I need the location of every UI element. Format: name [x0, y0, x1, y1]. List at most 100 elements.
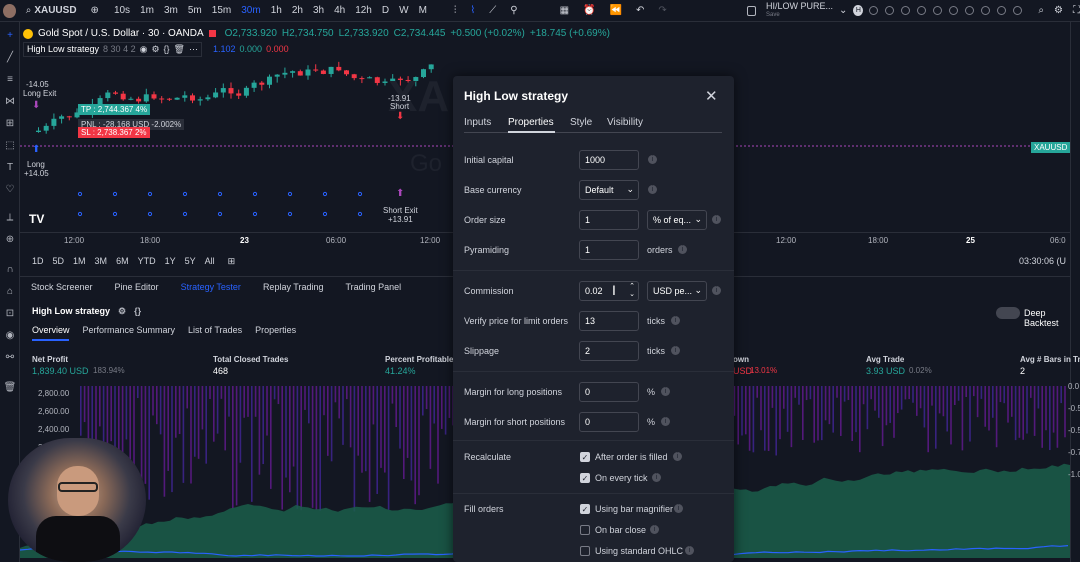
avatar[interactable] [3, 3, 16, 18]
panel-tab-replay-trading[interactable]: Replay Trading [262, 281, 324, 292]
tab-properties[interactable]: Properties [508, 117, 554, 128]
lock-draw-icon[interactable]: ⌂ [6, 286, 14, 297]
range-1D[interactable]: 1D [32, 256, 44, 266]
ruler-icon[interactable]: ⟂ [6, 212, 14, 223]
panel-tab-trading-panel[interactable]: Trading Panel [345, 281, 402, 292]
commission-input[interactable]: 0.02 I ⌃ ⌄ [579, 281, 639, 301]
redo-icon[interactable]: ↷ [658, 5, 667, 16]
indicators-icon[interactable]: ⫶ [453, 5, 457, 16]
range-All[interactable]: All [204, 256, 215, 266]
panel-tab-pine-editor[interactable]: Pine Editor [114, 281, 159, 292]
clock-time[interactable]: 03:30:06 (U [1018, 256, 1066, 266]
margin-short-input[interactable]: 0 [579, 412, 639, 432]
trendline-icon[interactable]: ╱ [6, 52, 14, 63]
shape-icon[interactable]: ⬚ [5, 140, 15, 151]
timeframe-10s[interactable]: 10s [113, 5, 131, 16]
slippage-input[interactable]: 2 [579, 341, 639, 361]
settings-icon[interactable]: ⚙ [151, 44, 160, 54]
text-icon[interactable]: T [6, 162, 14, 173]
after-order-filled-checkbox[interactable]: ✓ [580, 452, 590, 462]
toolbar-circle-icon[interactable] [965, 6, 975, 15]
symbol-search[interactable]: XAUUSD [34, 5, 77, 16]
range-6M[interactable]: 6M [116, 256, 129, 266]
timeframe-12h[interactable]: 12h [355, 5, 372, 16]
toolbar-circle-icon[interactable] [981, 6, 991, 15]
tab-style[interactable]: Style [570, 117, 593, 128]
zoom-icon[interactable]: ⊕ [5, 234, 15, 245]
timeframe-5m[interactable]: 5m [187, 5, 202, 16]
line-chart-icon[interactable]: ⟋ [489, 5, 497, 16]
subtab-performance-summary[interactable]: Performance Summary [82, 325, 176, 335]
range-YTD[interactable]: YTD [137, 256, 156, 266]
toolbar-circle-icon[interactable] [885, 6, 895, 15]
compare-icon[interactable]: ⚲ [510, 5, 518, 16]
timeframe-M[interactable]: M [418, 5, 427, 16]
commission-unit-select[interactable]: USD pe... ⌄ [647, 281, 707, 301]
initial-capital-input[interactable]: 1000 [579, 150, 639, 170]
range-1M[interactable]: 1M [73, 256, 86, 266]
range-5Y[interactable]: 5Y [184, 256, 196, 266]
subtab-properties[interactable]: Properties [255, 325, 297, 335]
info-icon[interactable]: i [652, 473, 661, 482]
chart-title[interactable]: Gold Spot / U.S. Dollar · 30 · OANDA [38, 28, 204, 39]
search-icon[interactable]: ⌕ [1038, 5, 1045, 16]
panel-tab-strategy-tester[interactable]: Strategy Tester [180, 281, 241, 292]
crosshair-icon[interactable]: + [7, 30, 13, 41]
calendar-icon[interactable]: ⊞ [227, 255, 236, 266]
info-icon[interactable]: i [648, 185, 657, 194]
chart-type-icon[interactable]: ⌇ [470, 5, 476, 16]
more-icon[interactable]: ⋯ [188, 44, 198, 54]
timeframe-D[interactable]: D [381, 5, 390, 16]
trash-icon[interactable]: 🗑 [3, 382, 17, 393]
tab-visibility[interactable]: Visibility [607, 117, 643, 128]
info-icon[interactable]: i [671, 316, 680, 325]
subtab-list-of-trades[interactable]: List of Trades [188, 325, 243, 335]
h-circle-icon[interactable]: H [853, 5, 864, 16]
tab-inputs[interactable]: Inputs [464, 117, 492, 128]
price-axis[interactable] [1070, 22, 1080, 562]
deep-backtest-toggle[interactable] [996, 307, 1020, 319]
delete-icon[interactable]: 🗑 [173, 44, 185, 54]
info-icon[interactable]: i [685, 546, 694, 555]
search-icon[interactable]: ⌕ [25, 5, 32, 16]
timeframe-3h[interactable]: 3h [312, 5, 325, 16]
subtab-overview[interactable]: Overview [32, 325, 70, 335]
source-code-icon[interactable]: {} [134, 306, 142, 316]
toolbar-circle-icon[interactable] [917, 6, 927, 15]
undo-icon[interactable]: ↶ [635, 5, 645, 16]
lock-icon[interactable]: ⊡ [5, 308, 15, 319]
info-icon[interactable]: i [678, 245, 687, 254]
order-size-input[interactable]: 1 [579, 210, 639, 230]
order-size-unit-select[interactable]: % of eq... ⌄ [647, 210, 707, 230]
toolbar-circle-icon[interactable] [1013, 6, 1023, 15]
script-title[interactable]: HI/LOW PURE... Save [766, 0, 834, 18]
toolbar-circle-icon[interactable] [933, 6, 943, 15]
templates-icon[interactable]: ▦ [559, 5, 570, 16]
link-icon[interactable]: ⚯ [5, 352, 15, 363]
toolbar-circle-icon[interactable] [997, 6, 1007, 15]
info-icon[interactable]: i [648, 155, 657, 164]
timeframe-W[interactable]: W [399, 5, 409, 16]
indicator-legend[interactable]: High Low strategy 8 30 4 2 ◉ ⚙ {} 🗑 ⋯ [23, 42, 202, 57]
range-3M[interactable]: 3M [94, 256, 108, 266]
layout-checkbox[interactable] [746, 5, 757, 16]
source-icon[interactable]: {} [163, 44, 170, 54]
range-5D[interactable]: 5D [52, 256, 65, 266]
gear-icon[interactable]: ⚙ [1054, 5, 1063, 16]
info-icon[interactable]: i [661, 387, 670, 396]
timeframe-2h[interactable]: 2h [291, 5, 303, 16]
info-icon[interactable]: i [712, 286, 721, 295]
add-symbol-icon[interactable]: ⊕ [90, 5, 99, 16]
info-icon[interactable]: i [673, 452, 682, 461]
verify-price-input[interactable]: 13 [579, 311, 639, 331]
toolbar-circle-icon[interactable] [869, 6, 879, 15]
chevron-down-icon[interactable]: ⌄ [839, 5, 848, 16]
toolbar-circle-icon[interactable] [949, 6, 959, 15]
pyramiding-input[interactable]: 1 [579, 240, 639, 260]
magnet-icon[interactable]: ∩ [6, 264, 14, 275]
fib-icon[interactable]: ≡ [7, 74, 13, 85]
timeframe-1m[interactable]: 1m [140, 5, 154, 16]
info-icon[interactable]: i [712, 215, 721, 224]
timeframe-1h[interactable]: 1h [270, 5, 282, 16]
on-bar-close-checkbox[interactable] [580, 525, 590, 535]
